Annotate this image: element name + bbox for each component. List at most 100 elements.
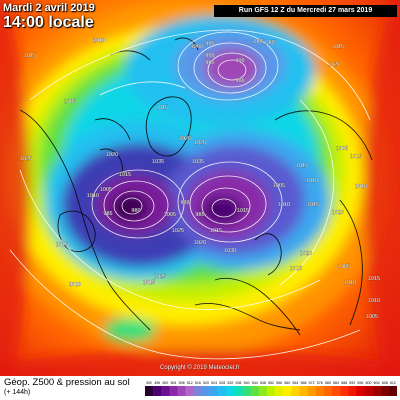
scale-label: 580 (325, 381, 331, 385)
scale-swatch (242, 386, 251, 396)
scale-label: 528 (219, 381, 225, 385)
pressure-label: 1010 (344, 280, 356, 286)
isobar-north-1 (217, 59, 247, 81)
scale-swatch (340, 386, 349, 396)
pressure-label: 1015 (350, 154, 362, 160)
scale-swatch (161, 386, 170, 396)
scale-swatch (372, 386, 381, 396)
scale-label: 576 (317, 381, 323, 385)
copyright-text: Copyright © 2019 Meteociel.fr (160, 365, 240, 371)
pressure-label: 1025 (154, 274, 166, 280)
scale-swatch (145, 386, 154, 396)
scale-swatch (364, 386, 373, 396)
pressure-label: 990 (180, 200, 189, 206)
forecast-time: 14:00 locale (3, 14, 94, 31)
scale-swatch (299, 386, 308, 396)
pressure-label: 1010 (355, 184, 367, 190)
isobar-north-2 (207, 52, 257, 88)
geopotential-map: 1005995100099098598099010051015102010151… (0, 0, 400, 376)
pressure-label: 1005 (164, 212, 176, 218)
isobar-east-4 (177, 161, 283, 243)
pressure-label: 1015 (210, 228, 222, 234)
isobar-outer-4 (9, 249, 361, 360)
pressure-label: 985 (195, 212, 204, 218)
coastline-hudson (57, 210, 96, 252)
scale-swatch (218, 386, 227, 396)
pressure-label: 1020 (328, 62, 340, 68)
coastline-mediterranean (194, 303, 301, 331)
pressure-label: 1025 (179, 136, 191, 142)
scale-label: 532 (227, 381, 233, 385)
scale-swatch (185, 386, 194, 396)
pressure-label: 1020 (20, 156, 32, 162)
scale-label: 552 (268, 381, 274, 385)
pressure-label: 1015 (119, 172, 131, 178)
scale-label: 564 (292, 381, 298, 385)
scale-swatch (201, 386, 211, 396)
scale-label: 572 (309, 381, 315, 385)
isobar-west-1 (121, 197, 143, 215)
pressure-label: 1035 (192, 159, 204, 165)
field-core-east (202, 196, 242, 224)
pressure-label: 1005 (366, 314, 378, 320)
scale-label: 584 (333, 381, 339, 385)
isobar-outer-5 (99, 81, 186, 96)
pressure-label: 1015 (332, 44, 344, 50)
scale-label: 592 (349, 381, 355, 385)
scale-label: 524 (211, 381, 217, 385)
pressure-label: 1005 (100, 187, 112, 193)
pressure-label: 1020 (194, 240, 206, 246)
scale-swatch (283, 386, 292, 396)
coastline-asia-east (339, 199, 363, 326)
field-green-pocket (104, 318, 156, 342)
coastline-greenland (145, 96, 192, 157)
scale-label: 496 (154, 381, 160, 385)
field-purple-north (204, 48, 260, 88)
coastline-kamchatka (174, 37, 199, 51)
pressure-label: 990 (205, 53, 214, 59)
scale-swatch (356, 386, 365, 396)
pressure-label: 1015 (237, 208, 249, 214)
pressure-label: 1000 (191, 44, 203, 50)
scale-label: 500 (162, 381, 168, 385)
scale-swatch (380, 386, 390, 396)
scale-label: 608 (382, 381, 388, 385)
scale-label: 548 (260, 381, 266, 385)
pressure-label: 1020 (194, 140, 206, 146)
scale-swatch (331, 386, 341, 396)
scale-swatch (266, 386, 276, 396)
color-scale: 492 496 500 504 508 512 516 520 524 528 532 536 540 5… (145, 381, 397, 396)
isobar-west-4 (91, 169, 185, 239)
pressure-label: 1015 (368, 276, 380, 282)
scale-label: 540 (244, 381, 250, 385)
scale-label: 596 (357, 381, 363, 385)
field-red-west (0, 0, 30, 376)
pressure-label: 1005 (64, 99, 76, 105)
scale-swatch (388, 386, 397, 396)
scale-label: 508 (179, 381, 185, 385)
scale-label: 560 (284, 381, 290, 385)
pressure-label: 1010 (87, 193, 99, 199)
pressure-label: 1005 (252, 39, 264, 45)
pressure-label: 1010 (93, 38, 105, 44)
scale-swatch (193, 386, 203, 396)
pressure-label: 1010 (368, 298, 380, 304)
scale-swatch (291, 386, 300, 396)
isobar-west-3 (103, 180, 169, 230)
model-run-banner: Run GFS 12 Z du Mercredi 27 mars 2019 (214, 5, 397, 17)
scale-swatch (177, 386, 186, 396)
scale-swatch (307, 386, 316, 396)
pressure-label: 1015 (24, 53, 36, 59)
isobar-east-2 (201, 187, 251, 225)
isobar-east-1 (211, 198, 237, 218)
isobar-outer-2 (19, 169, 321, 310)
scale-swatch (210, 386, 219, 396)
isobar-north-4 (177, 31, 279, 101)
scale-label: 588 (341, 381, 347, 385)
pressure-label: 1005 (273, 183, 285, 189)
coastline-europe (214, 277, 301, 336)
scale-swatch (250, 386, 260, 396)
isobar-north-3 (193, 42, 267, 94)
footer-subtitle: (+ 144h) (4, 389, 31, 396)
pressure-label: 1010 (306, 178, 318, 184)
